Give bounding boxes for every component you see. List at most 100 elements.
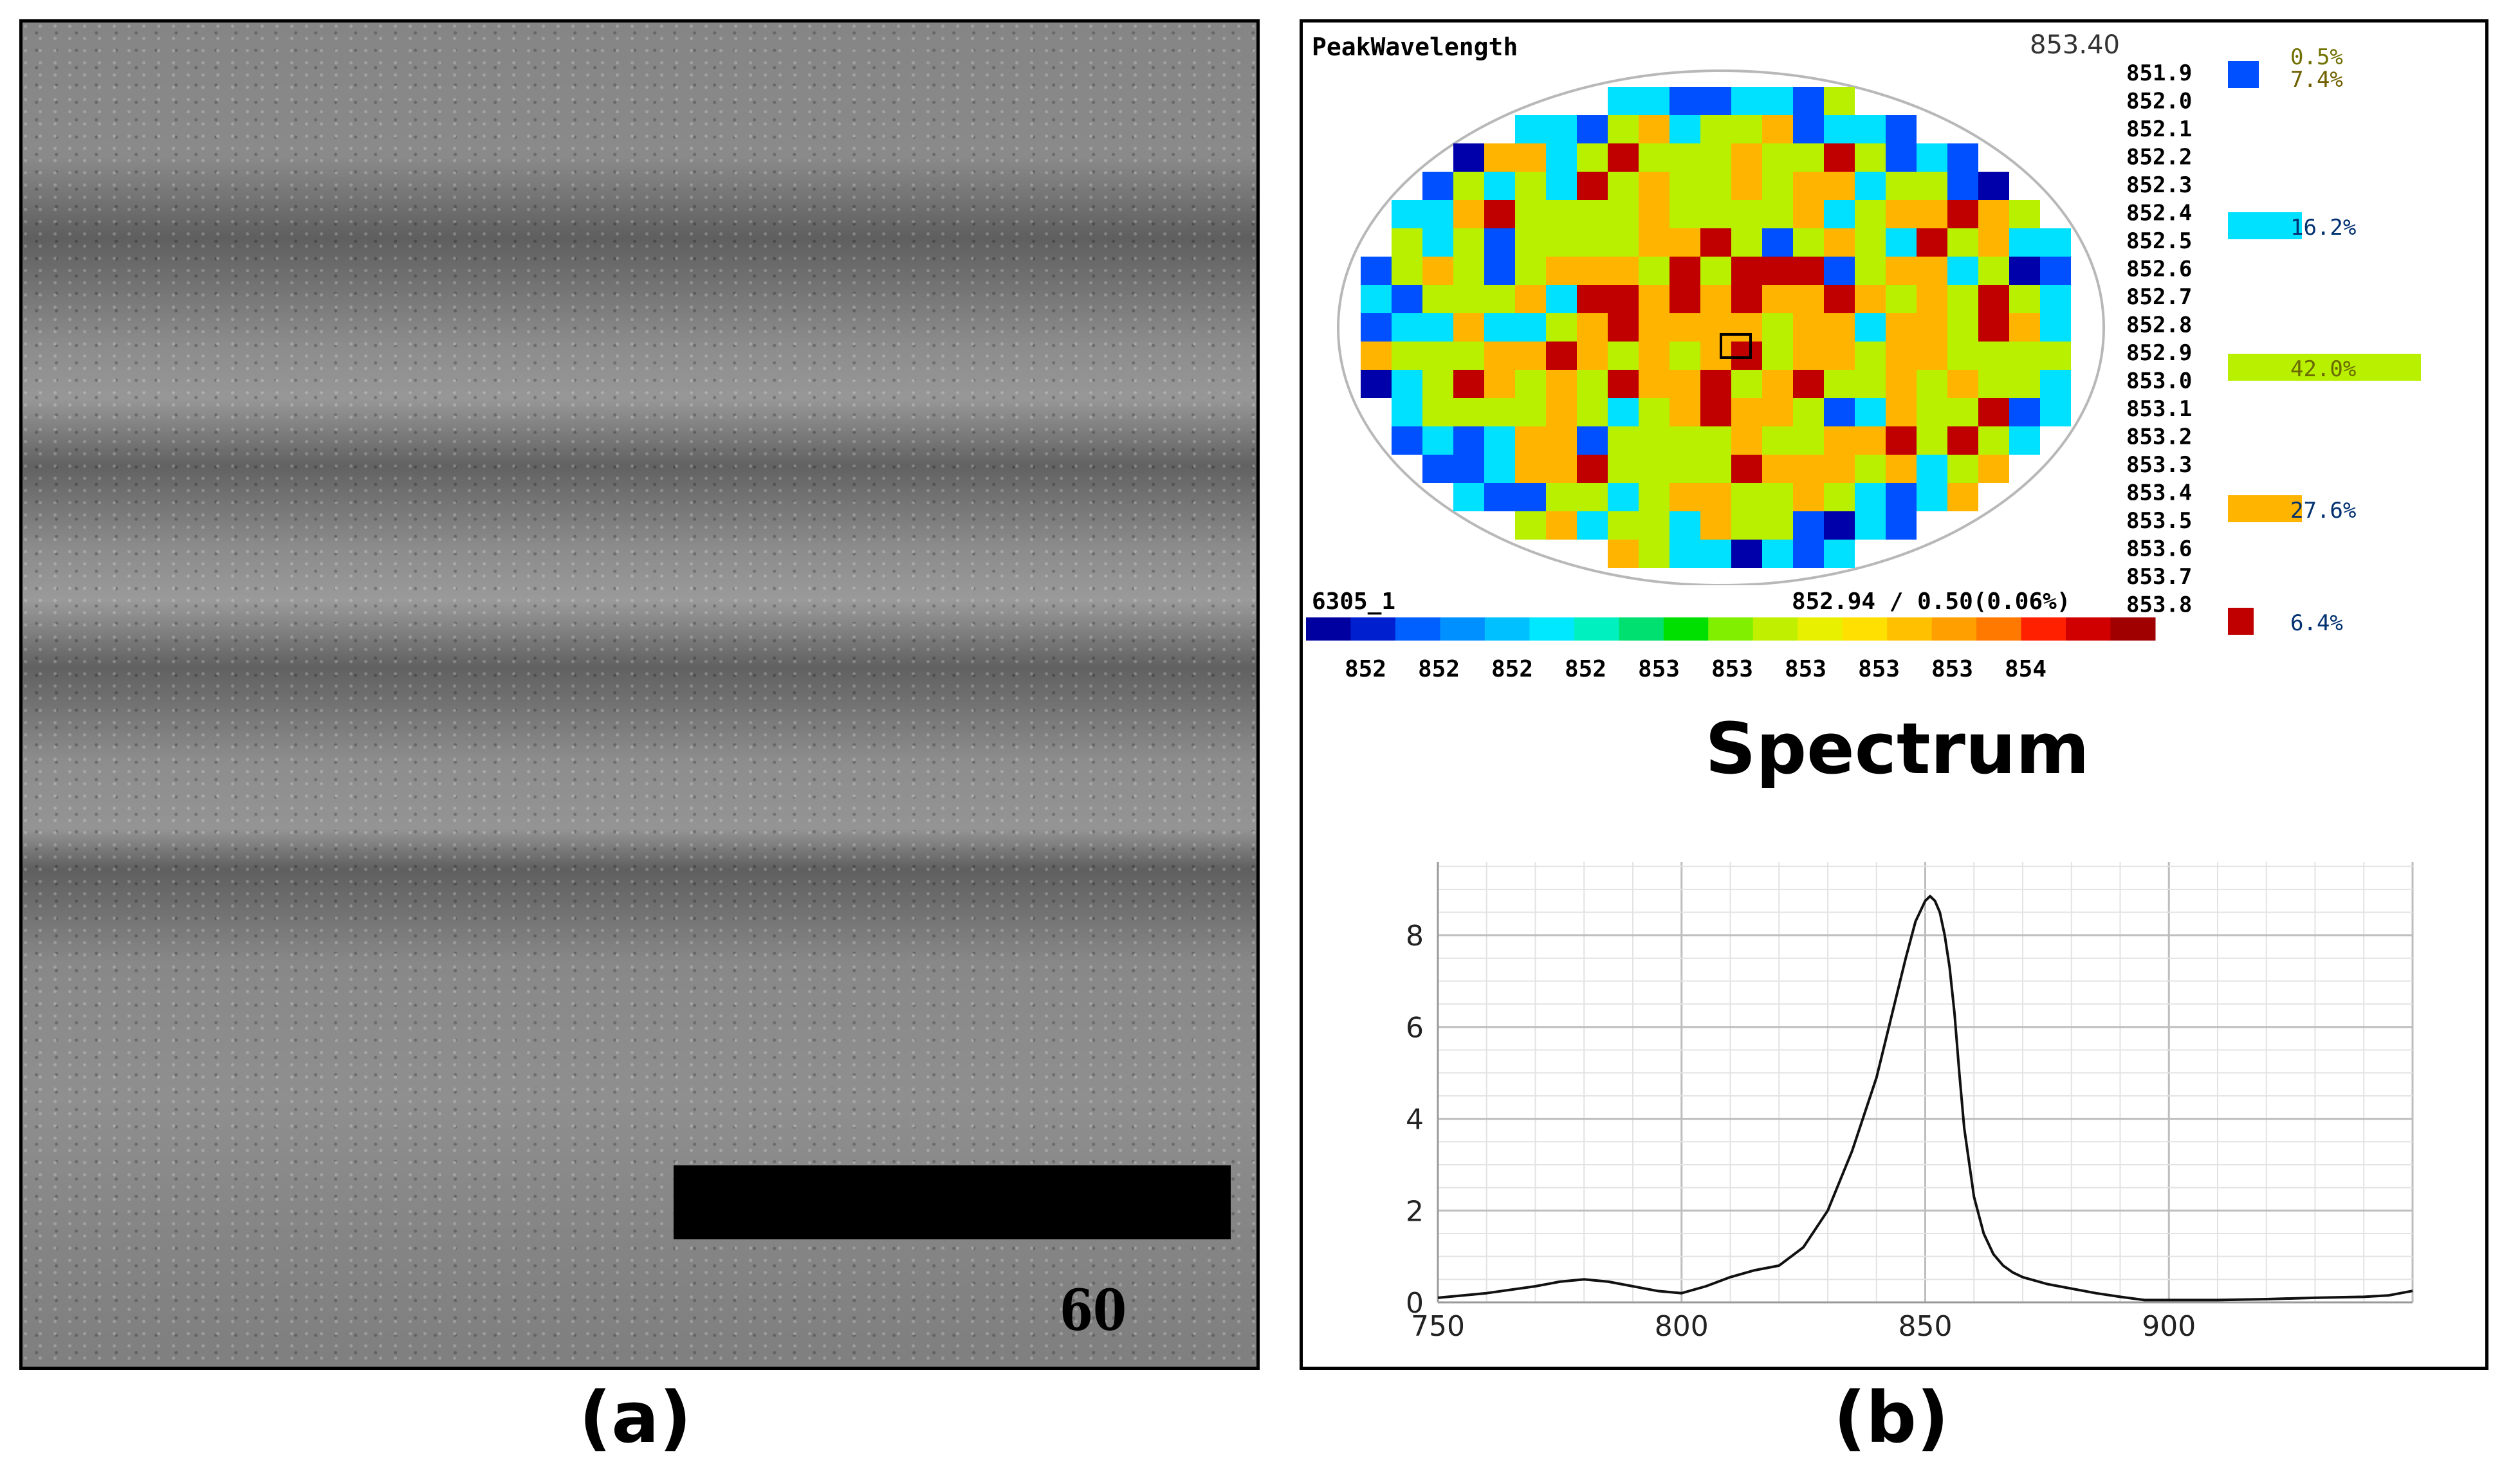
wafer-die [1731, 200, 1762, 228]
legend-bin-percent: 16.2% [2290, 215, 2356, 241]
wafer-die [1515, 426, 1546, 455]
legend-value: 852.4 [2126, 201, 2192, 226]
wafer-die [1484, 398, 1515, 426]
wafer-die [1731, 540, 1762, 568]
wafer-die [1700, 540, 1731, 568]
wafer-die [1453, 370, 1484, 398]
wafer-die [1917, 483, 1947, 511]
wafer-die [1608, 342, 1639, 370]
wafer-die [1700, 87, 1731, 115]
wafer-die [1793, 398, 1824, 426]
legend-value: 852.0 [2126, 89, 2192, 114]
wafer-die [1577, 313, 1608, 342]
wafer-die [1608, 370, 1639, 398]
wafer-die [1515, 483, 1546, 511]
colorbar-segment [1708, 617, 1754, 641]
wafer-die [1669, 172, 1700, 200]
lot-id: 6305_1 [1312, 588, 1396, 615]
wafer-die [1453, 228, 1484, 257]
spectrum-line [1437, 895, 2413, 1302]
wafer-die [1392, 342, 1422, 370]
wafer-die [1731, 455, 1762, 483]
wafer-die [1453, 257, 1484, 285]
wafer-die [1947, 172, 1978, 200]
wafer-die [1700, 200, 1731, 228]
wafer-die [1731, 87, 1762, 115]
legend-value: 852.7 [2126, 284, 2192, 310]
wafer-die [1515, 115, 1546, 143]
wafer-die [1422, 426, 1453, 455]
wafer-die [1546, 313, 1577, 342]
y-tick-label: 8 [1406, 920, 1424, 952]
wafer-die [1886, 370, 1917, 398]
wafer-die [1793, 143, 1824, 172]
wafer-die [1762, 115, 1793, 143]
wafer-die [1886, 342, 1917, 370]
wafer-die [1484, 143, 1515, 172]
wafer-die [1608, 285, 1639, 313]
wafer-die [2040, 342, 2071, 370]
wafer-die [1577, 143, 1608, 172]
colorbar-tick-label: 852 [1345, 656, 1386, 682]
wafer-die [1484, 426, 1515, 455]
wafer-die [1484, 342, 1515, 370]
wafer-die [1669, 200, 1700, 228]
colorbar-tick-label: 853 [1785, 656, 1826, 682]
colorbar-tick-label: 852 [1491, 656, 1533, 682]
wafer-die [1917, 313, 1947, 342]
wafer-die [1392, 285, 1422, 313]
wafer-die [1824, 511, 1855, 540]
wafer-die [1639, 313, 1669, 342]
colorbar-tick-label: 852 [1418, 656, 1460, 682]
wafer-die [1762, 143, 1793, 172]
wafer-map-panel: PeakWavelength 853.40 851.9 852.0 852.1 852… [1300, 19, 2488, 1370]
wafer-die [1793, 257, 1824, 285]
wafer-die [1453, 172, 1484, 200]
wafer-die [1546, 115, 1577, 143]
wafer-die [1484, 172, 1515, 200]
wafer-die [1855, 313, 1886, 342]
wafer-die [1422, 200, 1453, 228]
wafer-die [1577, 285, 1608, 313]
wafer-die [1917, 172, 1947, 200]
wafer-die [1639, 455, 1669, 483]
wafer-die [1793, 455, 1824, 483]
wafer-die [1577, 455, 1608, 483]
wafer-die [1762, 200, 1793, 228]
legend-value: 852.8 [2126, 313, 2192, 338]
colorbar-segment [1350, 617, 1396, 641]
wafer-die [1947, 228, 1978, 257]
wafer-die [1855, 143, 1886, 172]
wafer-die [2040, 313, 2071, 342]
wafer-die [1855, 257, 1886, 285]
wafer-die [1453, 313, 1484, 342]
wafer-die [1824, 370, 1855, 398]
wafer-die [1793, 200, 1824, 228]
legend-bin-swatch [2228, 495, 2302, 522]
wafer-die [1762, 87, 1793, 115]
legend-value: 853.2 [2126, 424, 2192, 450]
wafer-die [1978, 257, 2009, 285]
wafer-die [1731, 342, 1762, 370]
wafer-die [1608, 483, 1639, 511]
colorbar-segment [1663, 617, 1709, 641]
wafer-die [1762, 228, 1793, 257]
wafer-die [1762, 398, 1793, 426]
spectrum-series [1437, 895, 2413, 1302]
wafer-die [2009, 370, 2040, 398]
colorbar-ticks: 852 852 852 852 853 853 853 853 853 854 [1345, 656, 2046, 682]
wafer-die [2009, 313, 2040, 342]
wafer-die [1546, 285, 1577, 313]
wafer-die [1392, 228, 1422, 257]
wafer-die [1978, 200, 2009, 228]
wafer-die [1700, 511, 1731, 540]
wafer-die [1731, 143, 1762, 172]
colorbar-segment [1842, 617, 1888, 641]
wafer-die [1731, 313, 1762, 342]
panel-a-caption: (a) [579, 1376, 692, 1459]
wafer-die [1608, 172, 1639, 200]
wafer-die [1793, 313, 1824, 342]
colorbar-segments [1306, 617, 2156, 641]
wafer-die [1577, 483, 1608, 511]
colorbar-segment [2021, 617, 2066, 641]
